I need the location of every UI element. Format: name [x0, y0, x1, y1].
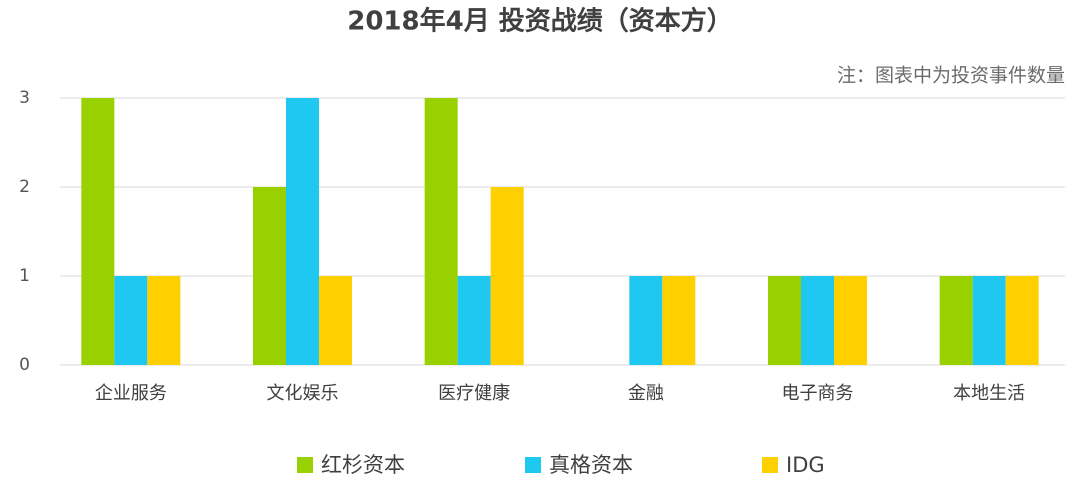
bar	[662, 276, 696, 365]
bar	[939, 276, 973, 365]
legend-label: IDG	[786, 453, 825, 477]
bar	[972, 276, 1006, 365]
x-tick-label: 电子商务	[782, 383, 854, 404]
chart-title: 2018年4月 投资战绩（资本方）	[347, 6, 733, 37]
x-tick-label: 企业服务	[95, 383, 167, 404]
legend-swatch	[762, 457, 778, 473]
bar	[768, 276, 801, 365]
bar	[629, 276, 663, 365]
bar	[490, 187, 524, 365]
bar	[457, 276, 491, 365]
bar	[424, 98, 458, 365]
x-tick-label: 文化娱乐	[267, 383, 339, 404]
bar	[286, 98, 319, 365]
legend-swatch	[525, 457, 541, 473]
x-tick-label: 本地生活	[953, 383, 1025, 404]
y-tick-label: 0	[19, 355, 30, 375]
x-tick-label: 金融	[628, 383, 664, 404]
y-tick-label: 2	[19, 177, 30, 197]
bar	[801, 276, 834, 365]
legend-label: 真格资本	[549, 453, 633, 477]
annotation: 注：图表中为投资事件数量	[837, 65, 1065, 87]
bar	[147, 276, 181, 365]
bar	[114, 276, 148, 365]
legend-label: 红杉资本	[321, 453, 405, 477]
bar	[253, 187, 286, 365]
legend-swatch	[297, 457, 313, 473]
bar	[81, 98, 115, 365]
x-tick-label: 医疗健康	[438, 383, 510, 404]
y-tick-label: 3	[19, 88, 30, 108]
bar	[319, 276, 352, 365]
y-tick-label: 1	[19, 266, 30, 286]
bar	[834, 276, 867, 365]
bar	[1005, 276, 1039, 365]
